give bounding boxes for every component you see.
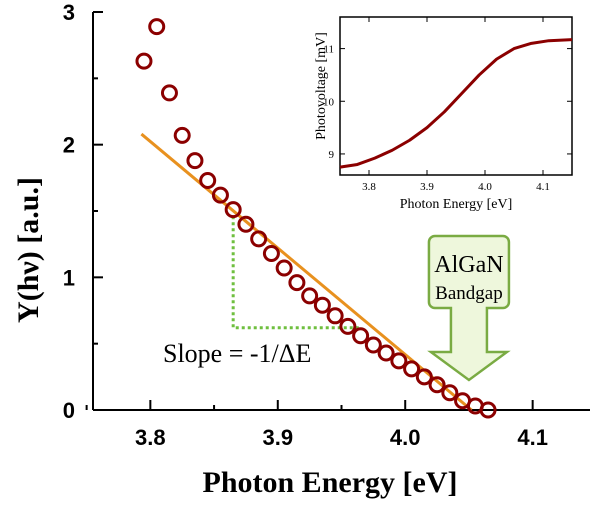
data-point [173, 126, 191, 144]
data-point [339, 317, 357, 335]
inset-x-tick-label: 3.9 [420, 181, 434, 193]
inset-photovoltage-line [339, 38, 573, 169]
data-point [352, 327, 370, 345]
data-point [211, 186, 229, 204]
y-tick-label: 0 [63, 398, 75, 423]
callout-label-line1: AlGaN [434, 252, 503, 278]
inset-x-tick-label: 3.8 [362, 181, 376, 193]
data-point [237, 215, 255, 233]
data-point [262, 244, 280, 262]
data-point [160, 84, 178, 102]
data-point [326, 307, 344, 325]
data-point [288, 274, 306, 292]
data-point [364, 336, 382, 354]
bandgap-callout-arrow [427, 234, 511, 382]
data-point [377, 344, 395, 362]
data-point [313, 296, 331, 314]
data-point [479, 401, 497, 419]
data-point [275, 259, 293, 277]
slope-label: Slope = -1/ΔE [163, 339, 311, 368]
y-tick-label: 3 [63, 0, 75, 25]
data-point [301, 287, 319, 305]
slope-triangle [231, 216, 361, 330]
data-point [403, 360, 421, 378]
inset-y-tick-label: 9 [329, 149, 335, 161]
data-point [415, 368, 433, 386]
inset-x-tick-label: 4.0 [478, 181, 492, 193]
callout-label-line2: Bandgap [435, 283, 503, 304]
inset-y-axis-title: Photovoltage [mV] [314, 32, 329, 140]
y-axis-title: Y(hν) [a.u.] [12, 177, 45, 323]
inset-plot: 3.8 3.9 4.0 4.1 9 10 11 Photon Energy [eV] Photo… [314, 16, 573, 212]
main-plot: 3.8 3.9 4.0 4.1 0 1 2 3 Photon Energy [eV] Y(hν) … [12, 0, 590, 499]
inset-frame [339, 16, 573, 176]
inset-x-axis-title: Photon Energy [eV] [400, 197, 513, 212]
x-tick-label: 3.8 [135, 425, 166, 450]
data-point [250, 230, 268, 248]
data-point [199, 171, 217, 189]
data-point [148, 18, 166, 36]
x-tick-label: 4.0 [390, 425, 421, 450]
inset-y-tick-label: 10 [323, 96, 335, 108]
data-point [390, 352, 408, 370]
data-point [135, 52, 153, 70]
x-axis-title: Photon Energy [eV] [203, 466, 458, 499]
inset-x-tick-label: 4.1 [536, 181, 550, 193]
data-point [186, 152, 204, 170]
x-tick-label: 4.1 [517, 425, 548, 450]
y-tick-label: 1 [63, 265, 75, 290]
inset-y-tick-label: 11 [323, 44, 334, 56]
y-tick-label: 2 [63, 133, 75, 158]
x-tick-label: 3.9 [262, 425, 293, 450]
data-point [428, 376, 446, 394]
data-point [441, 384, 459, 402]
data-point [224, 201, 242, 219]
